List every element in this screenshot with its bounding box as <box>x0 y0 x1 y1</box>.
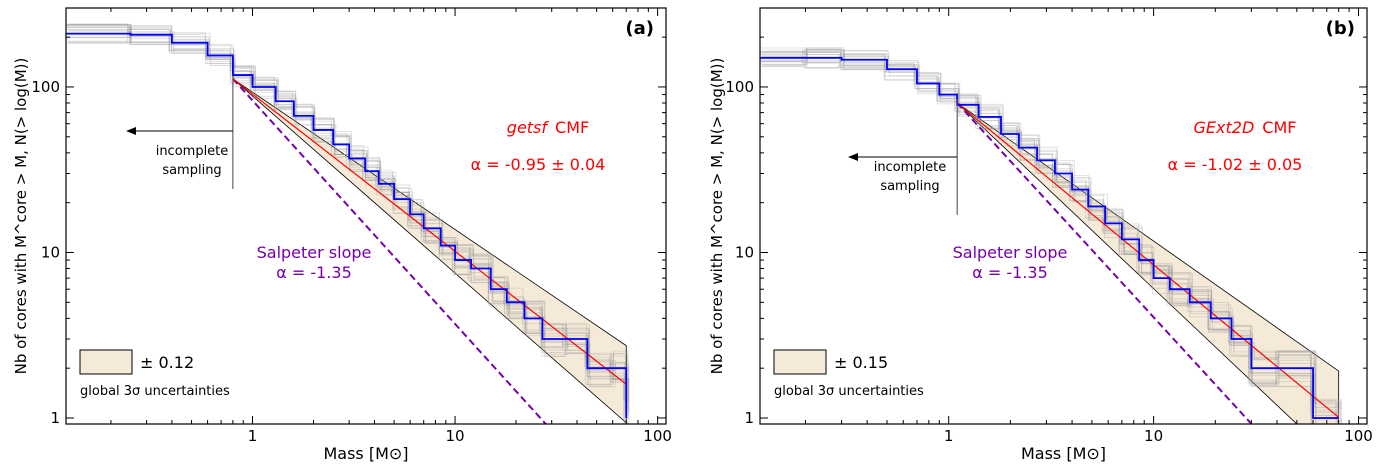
salpeter-line <box>956 102 1253 424</box>
cmf-step-line <box>66 32 628 419</box>
x-tick-label: 100 <box>1344 427 1373 445</box>
mc-realization <box>760 49 1337 417</box>
mc-realization <box>761 49 1337 422</box>
cmf-title-suffix: CMF <box>555 118 589 137</box>
salpeter-label: Salpeter slope <box>257 243 372 262</box>
salpeter-alpha-label: α = -1.35 <box>276 263 352 282</box>
legend-note: global 3σ uncertainties <box>80 384 230 399</box>
plot-area <box>760 47 1342 424</box>
legend-note: global 3σ uncertainties <box>774 384 924 399</box>
incomplete-arrow-head <box>848 153 858 161</box>
chart-panel-a: 1 10 100 1 10 100 Mass [M⊙] Nb of cores with M^… <box>12 7 672 463</box>
x-axis-label: Mass [M⊙] <box>323 444 408 463</box>
plot-frame <box>65 7 667 425</box>
sampling-label: sampling <box>162 163 221 178</box>
mc-realization <box>762 51 1337 424</box>
y-tick-label: 1 <box>50 409 60 427</box>
salpeter-label: Salpeter slope <box>953 243 1068 262</box>
plot-frame <box>759 7 1368 425</box>
mc-realization <box>66 25 627 424</box>
fit-alpha-label: α = -1.02 ± 0.05 <box>1168 155 1303 174</box>
cmf-step-line <box>760 56 1339 419</box>
cmf-title-italic: GExt2D <box>1194 118 1255 137</box>
mc-realization <box>761 51 1316 424</box>
y-tick-label: 1 <box>744 409 754 427</box>
mc-realization <box>67 41 629 402</box>
mc-realization <box>760 49 1338 424</box>
mc-realization <box>68 23 626 410</box>
y-axis-label: Nb of cores with M^core > M, N(> log(M)) <box>12 58 30 375</box>
mc-realization <box>68 35 629 419</box>
x-tick-label: 100 <box>643 427 672 445</box>
x-tick-label: 10 <box>1144 427 1163 445</box>
mc-realization <box>66 33 625 424</box>
mc-realization <box>68 30 626 402</box>
sampling-label: sampling <box>880 179 939 194</box>
y-tick-label: 100 <box>725 78 754 96</box>
legend-swatch <box>79 349 133 375</box>
cmf-title: getsf CMF <box>507 118 589 137</box>
cmf-title: GExt2D CMF <box>1194 118 1297 137</box>
mc-realization <box>761 53 1339 424</box>
fit-alpha-label: α = -0.95 ± 0.04 <box>471 155 606 174</box>
salpeter-line <box>232 78 547 424</box>
x-axis-label: Mass [M⊙] <box>1021 444 1106 463</box>
x-tick-label: 10 <box>446 427 465 445</box>
mc-realization <box>66 24 627 410</box>
y-axis-label: Nb of cores with M^core > M, N(> log(M)) <box>708 58 726 375</box>
mc-realization <box>760 58 1337 411</box>
cmf-title-suffix: CMF <box>1262 118 1296 137</box>
mc-realization <box>761 49 1340 409</box>
legend-swatch <box>773 349 827 375</box>
mc-realization <box>66 26 629 416</box>
mc-realization <box>760 49 1342 410</box>
fit-line <box>232 78 627 385</box>
mc-realization <box>760 48 1339 424</box>
mc-realization <box>68 25 629 412</box>
mc-realization <box>760 52 1341 416</box>
cmf-title-italic: getsf <box>507 118 550 137</box>
legend-label: ± 0.15 <box>834 353 888 372</box>
y-tick-label: 100 <box>31 78 60 96</box>
mc-realization <box>67 24 628 424</box>
x-tick-label: 1 <box>248 427 258 445</box>
x-tick-label: 1 <box>944 427 954 445</box>
legend-label: ± 0.12 <box>140 353 194 372</box>
mc-realization <box>760 63 1337 417</box>
mc-realization <box>66 23 627 410</box>
salpeter-alpha-label: α = -1.35 <box>972 263 1048 282</box>
y-tick-label: 10 <box>41 243 60 261</box>
mc-realization <box>66 24 624 401</box>
mc-realization <box>66 27 630 424</box>
incomplete-label: incomplete <box>874 160 947 175</box>
chart-panel-b: 1 10 100 1 10 100 Mass [M⊙] Nb of cores with M^… <box>708 7 1373 463</box>
incomplete-arrow-head <box>126 127 136 135</box>
incomplete-label: incomplete <box>156 144 229 159</box>
mc-realization <box>66 29 626 400</box>
y-tick-label: 10 <box>735 243 754 261</box>
panel-label: (b) <box>1326 18 1355 39</box>
plot-area <box>66 23 630 424</box>
panel-label: (a) <box>625 18 654 39</box>
